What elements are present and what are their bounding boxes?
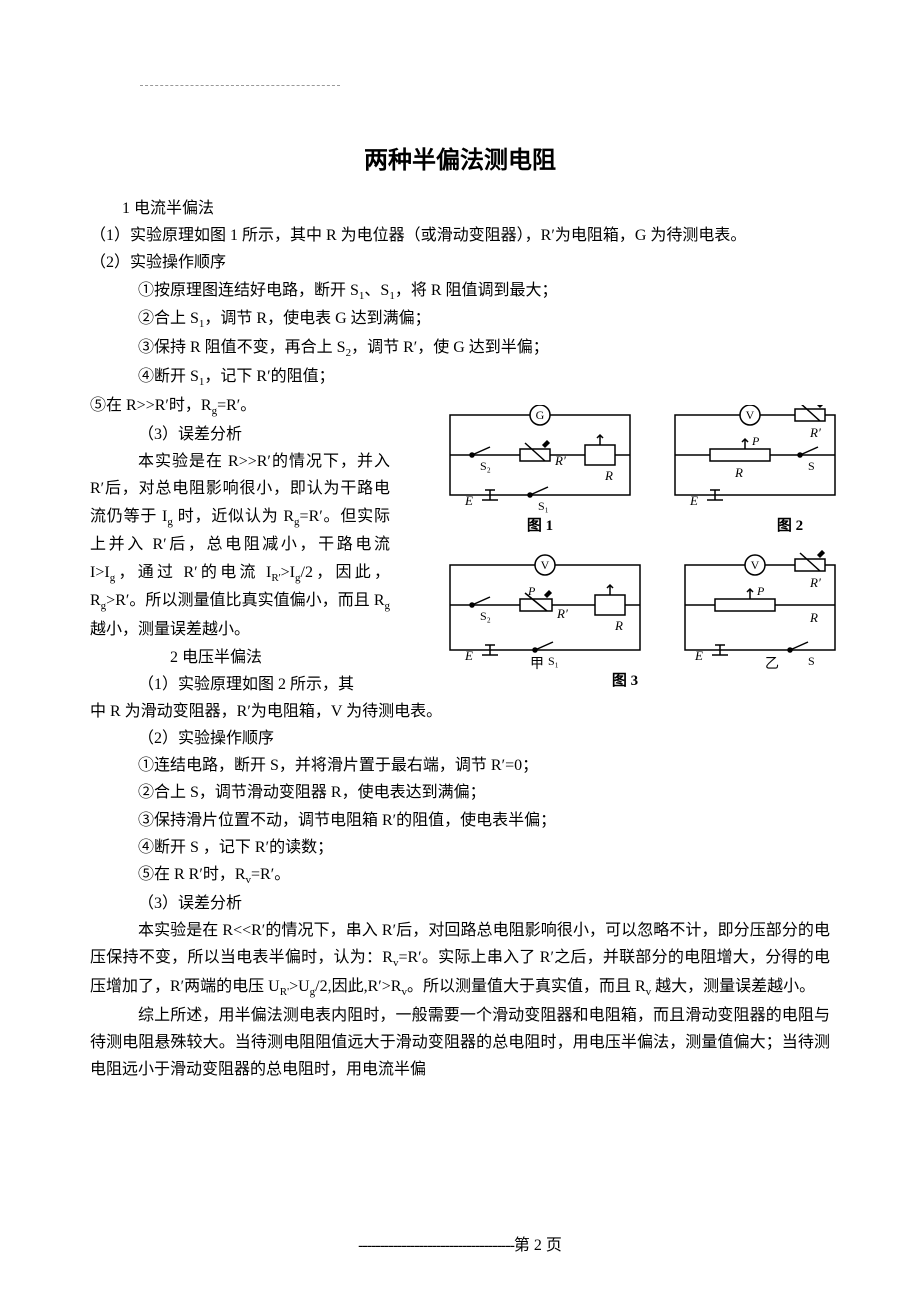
section2-step4: ④断开 S ，记下 R′的读数； (90, 834, 830, 861)
svg-text:V: V (746, 408, 755, 422)
svg-text:E: E (694, 648, 703, 663)
svg-text:S₁: S₁ (538, 499, 549, 513)
fig1-label: 图 1 (527, 517, 553, 534)
figure-2: V R′ P R S E 图 2 (660, 405, 850, 535)
svg-text:R′: R′ (809, 425, 821, 440)
svg-text:V: V (541, 558, 550, 572)
svg-text:S₂: S₂ (480, 609, 491, 623)
section1-analysis: 本实验是在 R>>R′的情况下，并入 R′后，对总电阻影响很小，即认为干路电流仍… (90, 448, 390, 643)
section2-p2: （2）实验操作顺序 (90, 725, 830, 752)
section2-step2: ②合上 S，调节滑动变阻器 R，使电表达到满偏； (90, 779, 830, 806)
section2-step5: ⑤在 R R′时，Rv=R′。 (90, 861, 830, 890)
header-dashed-line (140, 85, 340, 86)
svg-text:E: E (689, 493, 698, 508)
svg-text:甲: 甲 (530, 657, 544, 672)
page-footer: ------------------------------------第 2 … (0, 1231, 920, 1255)
svg-text:R: R (734, 465, 743, 480)
section2-p3: （3）误差分析 (90, 890, 830, 917)
section2-analysis: 本实验是在 R<<R′的情况下，串入 R′后，对回路总电阻影响很小，可以忽略不计… (90, 917, 830, 1002)
svg-text:R′: R′ (809, 575, 821, 590)
svg-text:R: R (614, 618, 623, 633)
section1-step3: ③保持 R 阻值不变，再合上 S2，调节 R′，使 G 达到半偏； (90, 334, 830, 363)
figure-3-right: V R′ P R E S 乙 (670, 550, 850, 690)
svg-text:P: P (756, 584, 765, 598)
svg-text:P: P (751, 434, 760, 448)
conclusion: 综上所述，用半偏法测电表内阻时，一般需要一个滑动变阻器和电阻箱，而且滑动变阻器的… (90, 1002, 830, 1084)
section1-step4: ④断开 S1，记下 R′的阻值； (90, 363, 830, 392)
section2-header: 2 电压半偏法 (90, 644, 390, 671)
svg-text:S₂: S₂ (480, 459, 491, 473)
figure-1: G S₂ R′ R E S₁ 图 1 (430, 405, 650, 535)
svg-text:P: P (527, 584, 536, 598)
footer-dashes-left: ------------------------------------ (358, 1237, 514, 1254)
svg-text:S: S (808, 654, 815, 668)
fig3-label: 图 3 (612, 672, 638, 689)
svg-text:R′: R′ (556, 606, 568, 621)
content-body: 1 电流半偏法 （1）实验原理如图 1 所示，其中 R 为电位器（或滑动变阻器）… (90, 195, 830, 1084)
section1-p3: （3）误差分析 (90, 421, 390, 448)
section2-step1: ①连结电路，断开 S，并将滑片置于最右端，调节 R′=0； (90, 752, 830, 779)
section1-error-block: （3）误差分析 本实验是在 R>>R′的情况下，并入 R′后，对总电阻影响很小，… (90, 421, 390, 698)
svg-text:R: R (809, 610, 818, 625)
svg-text:G: G (536, 408, 545, 422)
figure-3-left: V S₂ P R′ R E 甲 S₁ 图 3 (430, 550, 660, 690)
page-title: 两种半偏法测电阻 (90, 140, 830, 175)
section2-p1-part: （1）实验原理如图 2 所示，其 (90, 671, 390, 698)
svg-text:E: E (464, 648, 473, 663)
section1-step1: ①按原理图连结好电路，断开 S1、S1，将 R 阻值调到最大； (90, 277, 830, 306)
figures-container: G S₂ R′ R E S₁ 图 1 (430, 405, 850, 705)
svg-text:R′: R′ (554, 453, 566, 468)
svg-text:E: E (464, 493, 473, 508)
svg-text:R: R (604, 468, 613, 483)
section1-p2: （2）实验操作顺序 (90, 249, 830, 276)
svg-text:S: S (808, 459, 815, 473)
section1-p1: （1）实验原理如图 1 所示，其中 R 为电位器（或滑动变阻器），R′为电阻箱，… (90, 222, 830, 249)
fig2-label: 图 2 (777, 517, 803, 534)
svg-text:S₁: S₁ (548, 654, 559, 668)
footer-page-number: 第 2 页 (514, 1237, 562, 1254)
section2-step3: ③保持滑片位置不动，调节电阻箱 R′的阻值，使电表半偏； (90, 807, 830, 834)
svg-text:V: V (751, 558, 760, 572)
svg-text:乙: 乙 (765, 656, 779, 672)
section1-header: 1 电流半偏法 (90, 195, 830, 222)
section1-step2: ②合上 S1，调节 R，使电表 G 达到满偏； (90, 305, 830, 334)
